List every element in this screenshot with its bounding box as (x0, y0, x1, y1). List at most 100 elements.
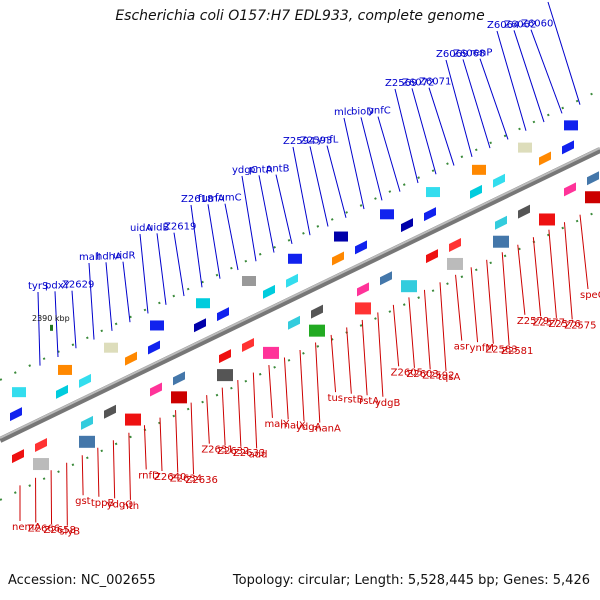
forward-gene-label: Z2629 (62, 280, 94, 291)
forward-gene-label: Z6062 (504, 19, 536, 30)
forward-leader-line (445, 59, 473, 157)
reverse-gene-label: Z2592 (422, 370, 454, 381)
reverse-gene-label: Z2634 (170, 474, 202, 485)
reverse-gene-label: gst (75, 496, 91, 507)
forward-gene-label: Z6069 (436, 49, 468, 60)
forward-leader-line (122, 261, 131, 323)
forward-leader-line (139, 233, 149, 314)
reverse-gene-arrow (242, 338, 254, 352)
forward-gene-arrow (79, 373, 91, 388)
reverse-leader-line (517, 244, 526, 315)
forward-leader-line (156, 233, 167, 305)
forward-leader-line (241, 175, 257, 262)
reverse-leader-line (486, 259, 494, 344)
forward-gene-label: uidA (130, 223, 152, 234)
ruler-track-outer (0, 89, 600, 381)
reverse-leader-line (283, 357, 289, 420)
reverse-gene-label: Z2579 (517, 316, 549, 327)
forward-gene-label: bioD (351, 106, 374, 117)
forward-gene-arrow (401, 218, 413, 233)
reverse-gene-arrow (104, 404, 116, 419)
reverse-gene-label: Z2603 (406, 369, 438, 380)
forward-leader-line (428, 87, 455, 166)
forward-leader-line (173, 232, 185, 297)
reverse-gene-box (355, 302, 371, 315)
forward-gene-box (242, 276, 256, 286)
forward-gene-arrow (194, 318, 206, 333)
reverse-gene-box (125, 413, 141, 426)
reverse-gene-arrow (587, 171, 599, 186)
forward-gene-box (564, 120, 578, 131)
reverse-gene-label: nemA (12, 522, 41, 533)
reverse-leader-line (563, 222, 573, 320)
reverse-gene-arrow (311, 304, 323, 319)
reverse-gene-label: ydgQ (107, 499, 134, 510)
reverse-gene-label: Z2631 (201, 445, 233, 456)
reverse-gene-label: ydgB (375, 398, 401, 409)
map-title: Escherichia coli O157:H7 EDL933, complet… (115, 8, 485, 24)
forward-gene-label: fumA (198, 193, 225, 204)
forward-gene-arrow (539, 151, 551, 166)
forward-gene-label: Z6071 (419, 77, 451, 88)
reverse-gene-box (171, 391, 187, 404)
forward-gene-arrow (562, 140, 574, 155)
reverse-gene-label: Z2636 (186, 475, 218, 486)
forward-gene-arrow (332, 251, 344, 266)
forward-leader-line (462, 59, 491, 149)
reverse-gene-label: Z2575 (564, 320, 596, 331)
kbp-markers: 2390 kbp2380 kbp2370 kbp2360 kbp2350 kbp… (32, 314, 70, 331)
reverse-leader-line (548, 229, 557, 318)
reverse-gene-label: Z2577 (533, 317, 565, 328)
forward-gene-arrow (56, 384, 68, 399)
forward-gene-label: Z2593 (300, 135, 332, 146)
reverse-leader-line (408, 297, 415, 368)
reverse-gene-box (33, 458, 49, 471)
reverse-leader-line (143, 425, 147, 470)
reverse-leader-line (81, 455, 84, 496)
forward-gene-label: fumC (215, 193, 242, 204)
forward-gene-label: renP (470, 48, 492, 59)
reverse-gene-label: Z2640 (154, 472, 186, 483)
reverse-gene-label: Z2632 (217, 446, 249, 457)
reverse-gene-box (401, 280, 417, 293)
forward-leader-line (411, 88, 437, 175)
reverse-gene-label: Z2658 (44, 525, 76, 536)
forward-gene-label: pntA (249, 164, 273, 175)
reverse-leader-line (532, 237, 542, 317)
forward-leader-line (394, 88, 419, 184)
reverse-gene-arrow (219, 349, 231, 364)
reverse-leader-line (268, 365, 273, 418)
reverse-gene-arrow (288, 315, 300, 330)
forward-gene-arrow (263, 284, 275, 299)
reverse-leader-line (455, 274, 463, 341)
reverse-gene-arrow (357, 282, 369, 297)
gene-feature-track (10, 120, 600, 471)
reverse-gene-label: ynfM (470, 343, 494, 354)
forward-gene-box (196, 298, 210, 309)
reverse-gene-box (263, 346, 279, 359)
reverse-gene-arrow (12, 449, 24, 464)
reverse-leader-line (423, 289, 431, 370)
forward-leader-line (88, 262, 95, 340)
forward-gene-label: hdhA (96, 251, 122, 262)
forward-gene-box (104, 342, 118, 353)
forward-gene-label: ydgC (232, 165, 258, 176)
forward-leader-line (547, 1, 581, 105)
reverse-leader-line (392, 304, 400, 367)
forward-gene-arrow (424, 207, 436, 222)
reverse-leader-line (501, 252, 510, 346)
forward-leader-line (343, 117, 365, 210)
kbp-label: 2390 kbp (32, 314, 70, 323)
kbp-tick (50, 324, 53, 331)
reverse-leader-line (299, 349, 305, 422)
forward-gene-label: Z6060 (521, 19, 553, 30)
forward-leader-line (190, 204, 203, 288)
forward-leader-line (275, 174, 293, 244)
reverse-gene-label: ydgA (296, 422, 322, 433)
reverse-gene-label: speG (580, 290, 600, 301)
reverse-gene-box (493, 235, 509, 248)
reverse-gene-label: malY (264, 419, 290, 430)
reverse-gene-label: tqsA (438, 372, 460, 383)
forward-gene-label: Z6064 (487, 20, 519, 31)
